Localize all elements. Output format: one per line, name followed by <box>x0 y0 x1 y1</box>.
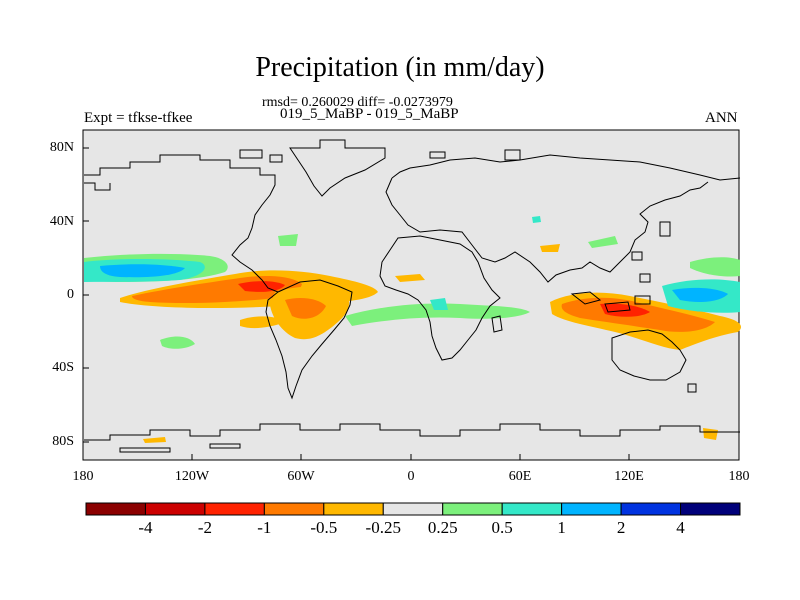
colorbar-swatch <box>144 502 206 516</box>
anomaly-patch <box>278 234 298 246</box>
colorbar-label: 0.5 <box>491 518 513 537</box>
anomaly-patch <box>100 264 185 278</box>
colorbar-swatch <box>85 502 146 516</box>
lat-tick-label: 40N <box>49 214 74 229</box>
stats-line: rmsd= 0.260029 diff= -0.0273979 <box>262 95 453 110</box>
colorbar-label: -2 <box>197 518 212 537</box>
lon-tick-label: 0 <box>407 469 415 484</box>
colorbar-label: -0.25 <box>365 518 401 537</box>
anomaly-patch <box>588 236 618 248</box>
colorbar-label: 0.25 <box>427 518 458 537</box>
anomaly-patch <box>240 316 285 329</box>
colorbar-swatch <box>620 502 682 516</box>
lat-tick-label: 40S <box>52 360 74 375</box>
lon-tick-label: 180 <box>72 469 94 484</box>
lat-tick-label: 0 <box>67 287 74 302</box>
season-label: ANN <box>705 110 738 126</box>
lon-tick-label: 60E <box>508 469 532 484</box>
colorbar-swatch <box>680 502 741 516</box>
experiment-label: Expt = tfkse-tfkee <box>84 110 193 126</box>
coastlines <box>84 139 741 453</box>
anomaly-patch <box>395 274 425 282</box>
anomaly-patch <box>532 216 541 223</box>
lon-tick-label: 120E <box>614 469 644 484</box>
lon-tick-label: 180 <box>728 469 750 484</box>
anomaly-patch <box>160 336 195 349</box>
anomaly-patch <box>540 244 560 252</box>
anomaly-patch <box>703 428 718 440</box>
colorbar-label: 4 <box>676 518 685 537</box>
colorbar-label: 1 <box>557 518 566 537</box>
lon-tick-label: 60W <box>287 469 315 484</box>
lat-tick-label: 80S <box>52 434 74 449</box>
colorbar-swatch <box>204 502 265 516</box>
case-names: 019_5_MaBP - 019_5_MaBP <box>280 106 459 122</box>
colorbar-swatch <box>263 502 325 516</box>
plot-title: Precipitation (in mm/day) <box>255 52 545 83</box>
colorbar <box>85 502 741 516</box>
anomaly-patch <box>285 298 326 319</box>
colorbar-swatch <box>501 502 563 516</box>
colorbar-label: -4 <box>138 518 153 537</box>
anomaly-patch <box>672 287 728 302</box>
colorbar-label: -0.5 <box>310 518 338 537</box>
lon-tick-label: 120W <box>174 469 210 484</box>
axis-ticks <box>83 147 630 460</box>
colorbar-swatch <box>561 502 622 516</box>
anomaly-patch <box>143 437 166 443</box>
anomaly-patch <box>430 298 448 310</box>
colorbar-swatch <box>442 502 503 516</box>
colorbar-label: 2 <box>616 518 626 537</box>
colorbar-swatch <box>323 502 384 516</box>
anomaly-patch <box>238 281 285 292</box>
colorbar-label: -1 <box>257 518 272 537</box>
colorbar-swatch <box>382 502 444 516</box>
lat-tick-label: 80N <box>49 140 74 155</box>
anomaly-patch <box>345 303 530 326</box>
anomaly-patch <box>690 257 740 277</box>
